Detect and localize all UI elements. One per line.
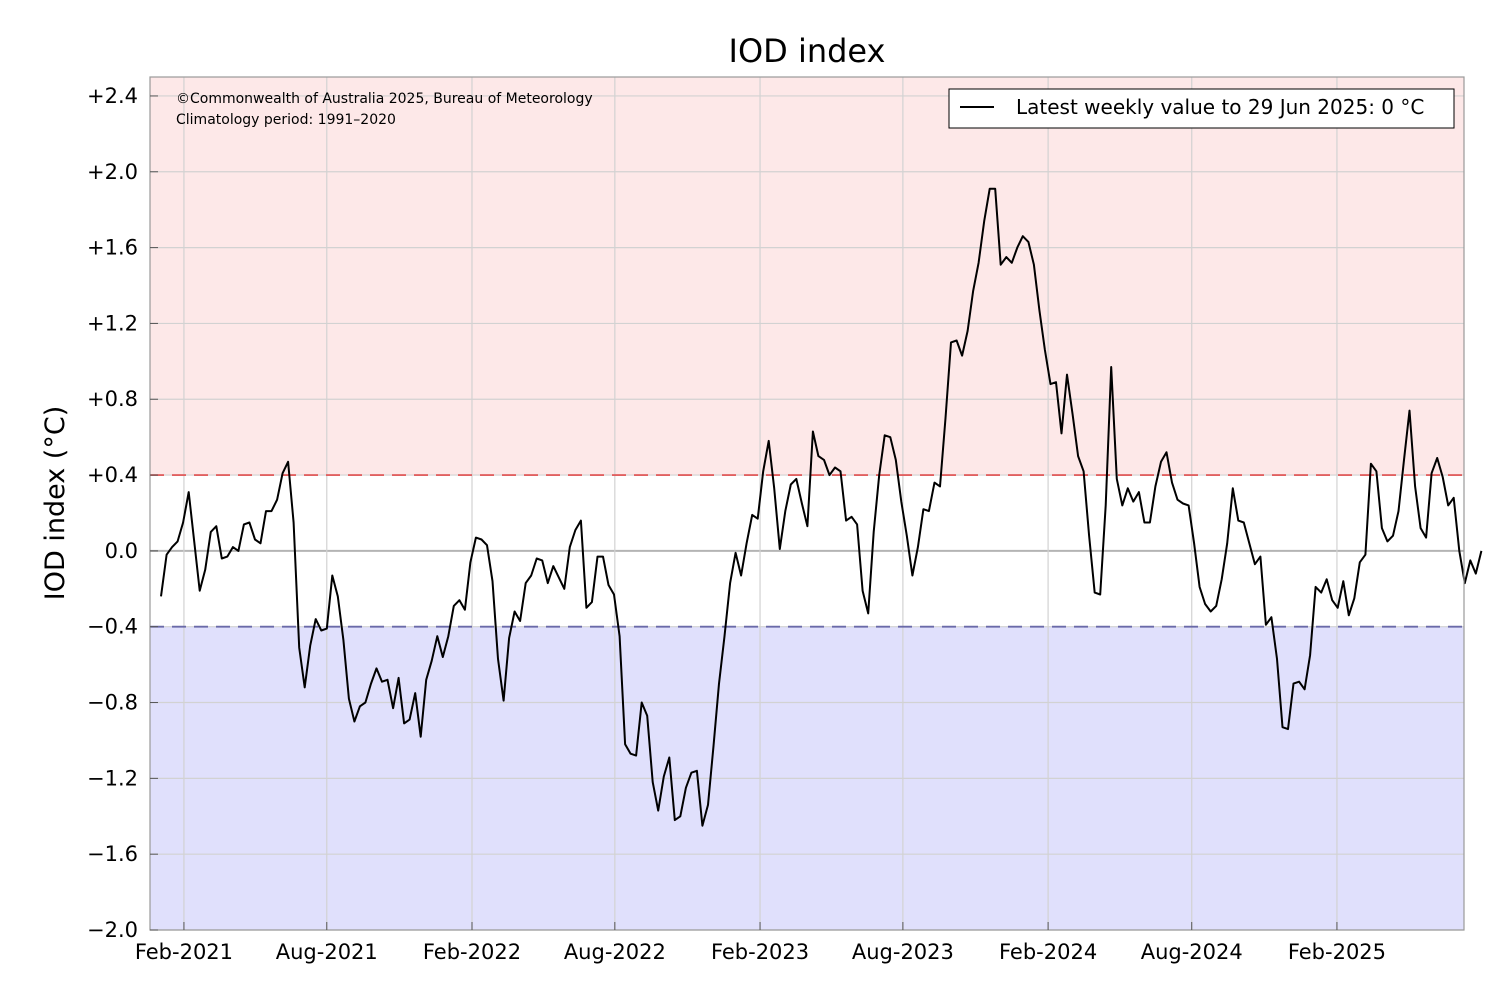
legend-label: Latest weekly value to 29 Jun 2025: 0 °C bbox=[1016, 95, 1424, 119]
plot-frame bbox=[149, 76, 1465, 931]
legend: Latest weekly value to 29 Jun 2025: 0 °C bbox=[948, 88, 1455, 129]
positive-zone bbox=[150, 77, 1464, 476]
y-tick-label: −0.4 bbox=[87, 615, 138, 639]
y-tick-label: −1.6 bbox=[87, 842, 138, 866]
y-tick-label: +2.4 bbox=[87, 84, 138, 108]
x-tick-label: Feb-2025 bbox=[1288, 940, 1386, 964]
grid-layer bbox=[150, 77, 1464, 931]
iod-weekly-series-line bbox=[160, 187, 1483, 827]
x-tick-label: Feb-2023 bbox=[711, 940, 809, 964]
y-tick-label: +0.4 bbox=[87, 463, 138, 487]
chart-title: IOD index bbox=[729, 32, 886, 70]
legend-box bbox=[948, 88, 1455, 129]
y-tick-label: +2.0 bbox=[87, 160, 138, 184]
x-tick-label: Aug-2022 bbox=[564, 940, 666, 964]
y-tick-label: −1.2 bbox=[87, 766, 138, 790]
climatology-note: Climatology period: 1991–2020 bbox=[176, 112, 396, 128]
y-tick-label: −2.0 bbox=[87, 918, 138, 942]
x-axis: Feb-2021 Aug-2021 Feb-2022 Aug-2022 Feb-2023… bbox=[135, 922, 1386, 964]
x-tick-label: Aug-2023 bbox=[852, 940, 954, 964]
y-axis-label: IOD index (°C) bbox=[40, 406, 71, 600]
x-tick-label: Feb-2022 bbox=[423, 940, 521, 964]
y-tick-label: −0.8 bbox=[87, 691, 138, 715]
y-tick-label: +1.6 bbox=[87, 236, 138, 260]
y-tick-label: +1.2 bbox=[87, 311, 138, 335]
y-tick-label: 0.0 bbox=[105, 539, 138, 563]
x-tick-label: Aug-2024 bbox=[1141, 940, 1243, 964]
y-axis: +2.4 +2.0 +1.6 +1.2 +0.8 +0.4 0.0 −0.4 −0.8 −1.2 −… bbox=[87, 84, 158, 942]
copyright-note: ©Commonwealth of Australia 2025, Bureau … bbox=[176, 91, 593, 107]
x-tick-label: Feb-2024 bbox=[999, 940, 1097, 964]
series-layer bbox=[160, 187, 1483, 827]
y-tick-label: +0.8 bbox=[87, 387, 138, 411]
x-tick-label: Aug-2021 bbox=[276, 940, 378, 964]
x-tick-label: Feb-2021 bbox=[135, 940, 233, 964]
